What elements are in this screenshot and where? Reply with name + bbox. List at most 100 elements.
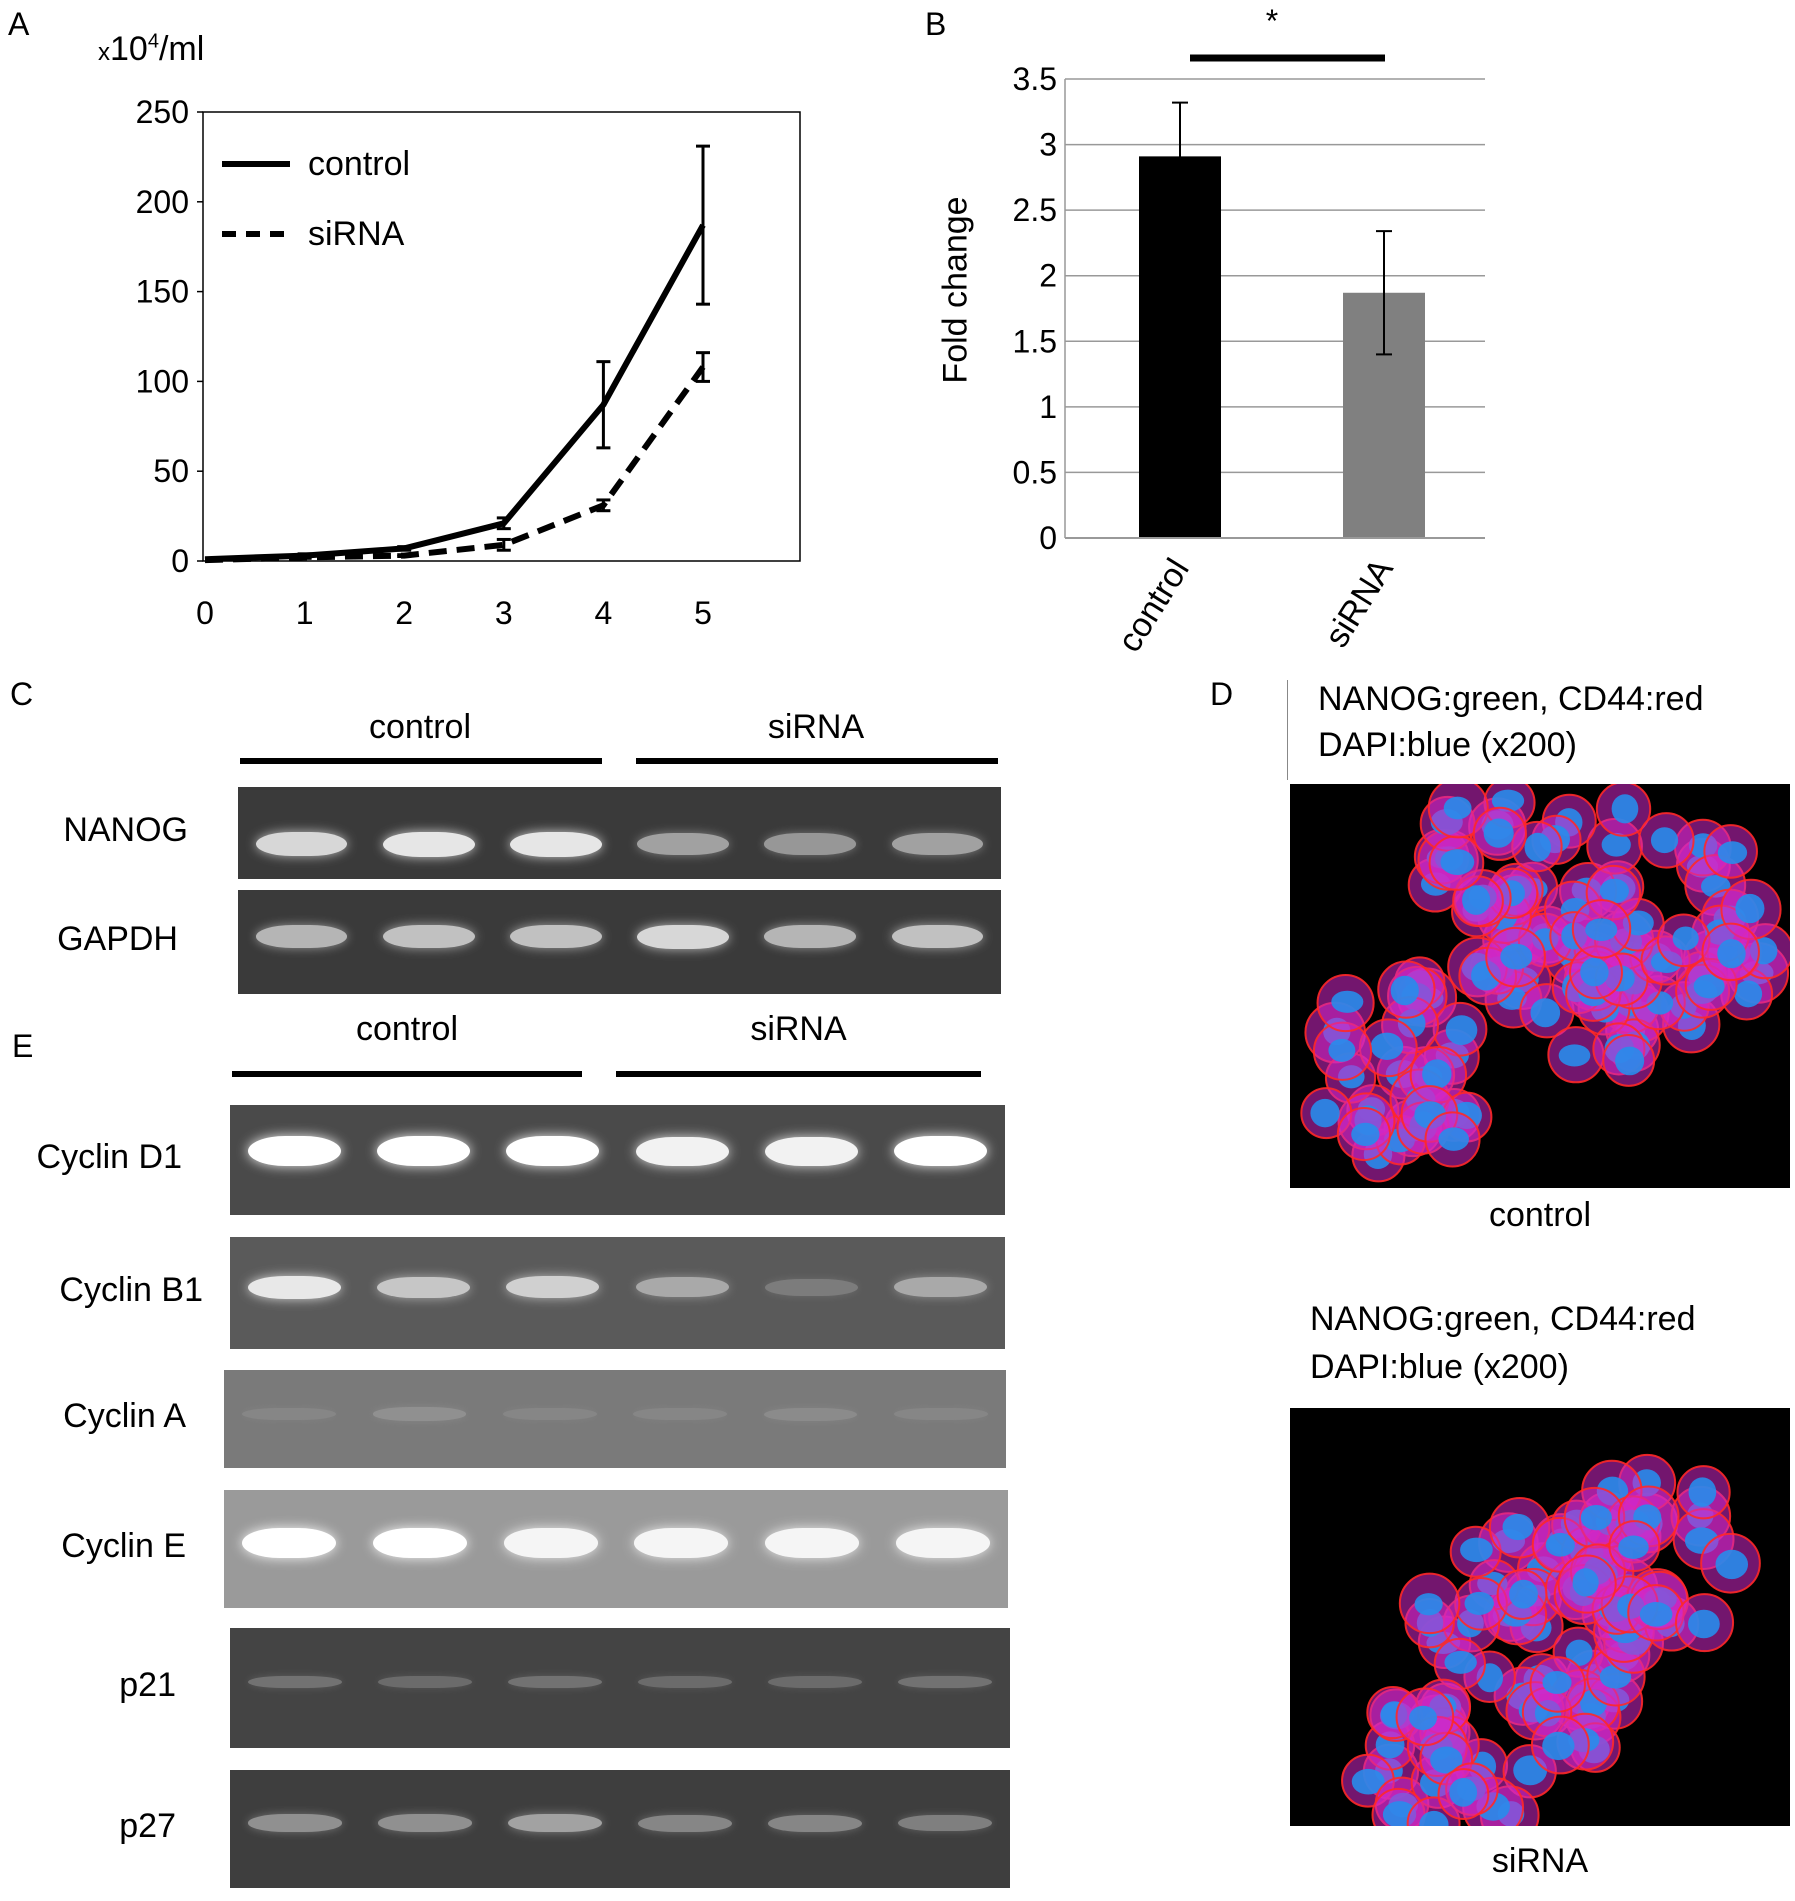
gel-band <box>508 1675 602 1689</box>
gel-c-group-sirna: siRNA <box>767 708 865 746</box>
cell-nucleus <box>1580 1504 1612 1531</box>
cell-nucleus <box>1639 1602 1673 1627</box>
micro-control-header-1: NANOG:green, CD44:red <box>1318 680 1704 718</box>
gel-band <box>768 1675 862 1689</box>
gel-band <box>893 1407 988 1421</box>
x-tick-label: 5 <box>694 595 712 631</box>
y-tick-label: 250 <box>136 94 189 130</box>
cell-nucleus <box>1445 1015 1478 1046</box>
cell-nucleus <box>1351 1768 1385 1795</box>
cell-nucleus <box>1735 893 1765 924</box>
y-tick-label: 0.5 <box>1013 454 1057 490</box>
gel-band <box>764 1136 858 1166</box>
panel-label-d: D <box>1210 676 1234 712</box>
legend-label-control: control <box>308 145 410 183</box>
gel-band <box>248 1275 342 1299</box>
legend-label-siRNA: siRNA <box>308 215 405 253</box>
panel-d-divider <box>1287 680 1288 780</box>
gel-row-label: Cyclin E <box>61 1527 186 1565</box>
cell-nucleus <box>1422 1059 1452 1089</box>
cell-nucleus <box>1500 943 1533 970</box>
cell-nucleus <box>1464 1591 1494 1616</box>
y-tick-label: 2 <box>1039 258 1057 294</box>
gel-strip <box>224 1370 1006 1468</box>
micro-sirna-caption: siRNA <box>1491 1842 1589 1880</box>
gel-strip <box>230 1628 1010 1748</box>
gel-band <box>763 1407 858 1421</box>
line-chart-a: 0 50 100 150 200 250 0 1 2 3 4 5 control siRNA <box>136 94 801 631</box>
gel-band <box>242 1407 337 1421</box>
cell-nucleus <box>1449 1778 1478 1807</box>
cell-nucleus <box>1611 794 1639 824</box>
gel-band <box>633 1407 728 1421</box>
series-line-control <box>204 223 706 563</box>
cell-nucleus <box>1530 998 1561 1028</box>
micro-sirna-header-1: NANOG:green, CD44:red <box>1310 1300 1696 1338</box>
cell-nucleus <box>1717 841 1748 864</box>
gel-row-label: p21 <box>119 1666 176 1704</box>
cell-nucleus <box>1542 1671 1572 1694</box>
cell-nucleus <box>1409 1705 1438 1731</box>
cell-nucleus <box>1351 1122 1380 1146</box>
gel-strip <box>238 890 1001 994</box>
gel-row-label: Cyclin D1 <box>36 1138 182 1176</box>
series-line-siRNA <box>204 365 706 564</box>
micro-control-header-2: DAPI:blue (x200) <box>1318 726 1577 764</box>
bar-control <box>1139 156 1221 539</box>
cell-nucleus <box>1601 832 1631 857</box>
gel-band <box>242 1528 337 1559</box>
cell-nucleus <box>1615 1046 1645 1076</box>
y-tick-label: 3 <box>1039 127 1057 163</box>
y-tick-label: 100 <box>136 363 189 399</box>
x-tick-label: 3 <box>495 595 513 631</box>
micro-control-image <box>1290 784 1790 1188</box>
cell-nucleus <box>1565 1639 1593 1666</box>
cell-nucleus <box>1462 885 1491 915</box>
plot-frame <box>202 111 801 562</box>
gel-band <box>637 833 729 855</box>
y-tick-label: 0 <box>1039 520 1057 556</box>
panel-label-c: C <box>10 676 34 712</box>
gel-band <box>248 1136 342 1167</box>
cell-nucleus <box>1599 878 1630 904</box>
gel-band <box>508 1813 602 1833</box>
gel-band <box>898 1814 992 1832</box>
gel-band <box>372 1407 467 1421</box>
gel-e-group-control: control <box>355 1010 459 1048</box>
gel-row-label: p27 <box>119 1807 176 1845</box>
cell-nucleus <box>1688 1609 1720 1639</box>
gel-row-label: Cyclin A <box>63 1397 186 1435</box>
gel-band <box>764 1278 858 1297</box>
gel-band <box>634 1528 729 1558</box>
gel-row-label: GAPDH <box>57 920 178 958</box>
y-tick-label: 1.5 <box>1013 323 1057 359</box>
gel-band <box>382 831 475 857</box>
cell-nucleus <box>1717 939 1746 969</box>
gel-band <box>372 1528 468 1559</box>
significance-marker: * <box>1266 3 1278 39</box>
micro-sirna-header-2: DAPI:blue (x200) <box>1310 1348 1569 1386</box>
cell-nucleus <box>1370 1032 1404 1060</box>
cell-nucleus <box>1430 1746 1463 1774</box>
gel-band <box>891 925 984 949</box>
gel-band <box>248 1675 342 1689</box>
gel-band <box>378 1814 472 1832</box>
cell-nucleus <box>1734 980 1763 1008</box>
cell-nucleus <box>1438 1127 1469 1151</box>
gel-band <box>377 1136 471 1167</box>
cell-nucleus <box>1440 849 1475 875</box>
gel-row-label: Cyclin B1 <box>59 1271 203 1309</box>
gel-band <box>255 831 348 857</box>
bar-chart-b: 0 0.5 1 1.5 2 2.5 3 3.5 control siRNA * <box>1013 3 1485 659</box>
gel-row-label: NANOG <box>63 811 188 849</box>
cell-nucleus <box>1572 1568 1599 1597</box>
cell-nucleus <box>1524 832 1552 862</box>
gel-band <box>635 1136 729 1166</box>
y-tick-label: 2.5 <box>1013 192 1057 228</box>
gel-strip <box>238 787 1001 879</box>
cell-nucleus <box>1414 1593 1443 1616</box>
x-tick-label: 2 <box>395 595 413 631</box>
cell-nucleus <box>1585 918 1618 941</box>
gel-band <box>506 1276 600 1299</box>
gel-band <box>502 1407 597 1421</box>
